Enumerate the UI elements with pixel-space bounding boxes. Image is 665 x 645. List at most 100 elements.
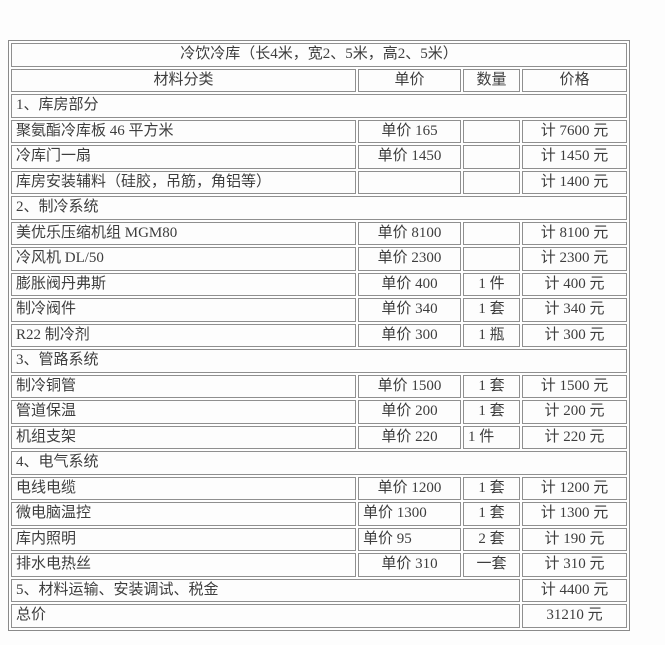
quantity-cell bbox=[463, 247, 520, 271]
quantity-cell: 1 瓶 bbox=[463, 323, 520, 347]
unit-price-cell bbox=[358, 170, 461, 194]
table-row: 3、管路系统 bbox=[11, 349, 628, 373]
table-row: 4、电气系统 bbox=[11, 451, 628, 475]
unit-price-cell: 单价 1450 bbox=[358, 145, 461, 169]
price-cell: 计 4400 元 bbox=[522, 578, 628, 602]
material-name-cell: 制冷阀件 bbox=[11, 298, 356, 322]
material-name-cell: 冷库门一扇 bbox=[11, 145, 356, 169]
table-row: 膨胀阀丹弗斯 单价 400 1 件计 400 元 bbox=[11, 272, 628, 296]
table-row: 5、材料运输、安装调试、税金计 4400 元 bbox=[11, 578, 628, 602]
unit-price-cell: 单价 165 bbox=[358, 119, 461, 143]
table-row: 聚氨酯冷库板 46 平方米 单价 165 计 7600 元 bbox=[11, 119, 628, 143]
cold-storage-quotation-table: 冷饮冷库（长4米，宽2、5米，高2、5米） 材料分类 单价 数量 价格 1、库房… bbox=[8, 40, 631, 631]
unit-price-cell: 单价 400 bbox=[358, 272, 461, 296]
table-row: 1、库房部分 bbox=[11, 94, 628, 118]
section-label: 4、电气系统 bbox=[11, 451, 628, 475]
unit-price-cell: 单价 300 bbox=[358, 323, 461, 347]
table-head: 冷饮冷库（长4米，宽2、5米，高2、5米） 材料分类 单价 数量 价格 bbox=[11, 43, 628, 92]
table-row: 电线电缆 单价 1200 1 套计 1200 元 bbox=[11, 476, 628, 500]
material-name-cell: 制冷铜管 bbox=[11, 374, 356, 398]
quantity-cell: 2 套 bbox=[463, 527, 520, 551]
material-name-cell: 电线电缆 bbox=[11, 476, 356, 500]
price-cell: 计 1300 元 bbox=[522, 502, 628, 526]
unit-price-cell: 单价 1500 bbox=[358, 374, 461, 398]
section-label: 3、管路系统 bbox=[11, 349, 628, 373]
material-name-cell: 库内照明 bbox=[11, 527, 356, 551]
quantity-cell bbox=[463, 170, 520, 194]
material-name-cell: 管道保温 bbox=[11, 400, 356, 424]
summary-label: 5、材料运输、安装调试、税金 bbox=[11, 578, 520, 602]
table-body: 1、库房部分 聚氨酯冷库板 46 平方米 单价 165 计 7600 元冷库门一扇单… bbox=[11, 94, 628, 628]
summary-label: 总价 bbox=[11, 604, 520, 628]
material-name-cell: 排水电热丝 bbox=[11, 553, 356, 577]
column-header-price: 价格 bbox=[522, 68, 628, 92]
material-name-cell: 冷风机 DL/50 bbox=[11, 247, 356, 271]
price-cell: 计 1400 元 bbox=[522, 170, 628, 194]
unit-price-cell: 单价 8100 bbox=[358, 221, 461, 245]
unit-price-cell: 单价 2300 bbox=[358, 247, 461, 271]
quantity-cell bbox=[463, 119, 520, 143]
price-cell: 计 400 元 bbox=[522, 272, 628, 296]
price-cell: 计 1450 元 bbox=[522, 145, 628, 169]
table-row: R22 制冷剂 单价 300 1 瓶计 300 元 bbox=[11, 323, 628, 347]
quantity-cell: 1 套 bbox=[463, 374, 520, 398]
price-cell: 计 340 元 bbox=[522, 298, 628, 322]
price-cell: 计 220 元 bbox=[522, 425, 628, 449]
unit-price-cell: 单价 200 bbox=[358, 400, 461, 424]
quantity-cell: 1 套 bbox=[463, 502, 520, 526]
table-row: 制冷阀件 单价 340 1 套计 340 元 bbox=[11, 298, 628, 322]
price-cell: 计 300 元 bbox=[522, 323, 628, 347]
quantity-cell: 1 件 bbox=[463, 425, 520, 449]
title-row: 冷饮冷库（长4米，宽2、5米，高2、5米） bbox=[11, 43, 628, 67]
material-name-cell: 膨胀阀丹弗斯 bbox=[11, 272, 356, 296]
header-row: 材料分类 单价 数量 价格 bbox=[11, 68, 628, 92]
material-name-cell: 机组支架 bbox=[11, 425, 356, 449]
table-row: 2、制冷系统 bbox=[11, 196, 628, 220]
quantity-cell: 1 套 bbox=[463, 476, 520, 500]
section-label: 1、库房部分 bbox=[11, 94, 628, 118]
price-cell: 计 2300 元 bbox=[522, 247, 628, 271]
table-row: 机组支架 单价 220 1 件计 220 元 bbox=[11, 425, 628, 449]
quantity-cell bbox=[463, 221, 520, 245]
quantity-cell: 1 套 bbox=[463, 298, 520, 322]
column-header-quantity: 数量 bbox=[463, 68, 520, 92]
table-row: 微电脑温控 单价 1300 1 套计 1300 元 bbox=[11, 502, 628, 526]
price-cell: 计 190 元 bbox=[522, 527, 628, 551]
quantity-cell: 一套 bbox=[463, 553, 520, 577]
table-row: 总价 31210 元 bbox=[11, 604, 628, 628]
table-row: 冷库门一扇 单价 1450 计 1450 元 bbox=[11, 145, 628, 169]
quantity-cell bbox=[463, 145, 520, 169]
price-cell: 计 8100 元 bbox=[522, 221, 628, 245]
price-cell: 计 7600 元 bbox=[522, 119, 628, 143]
table-row: 排水电热丝 单价 310 一套计 310 元 bbox=[11, 553, 628, 577]
material-name-cell: 微电脑温控 bbox=[11, 502, 356, 526]
unit-price-cell: 单价 95 bbox=[358, 527, 461, 551]
column-header-material: 材料分类 bbox=[11, 68, 356, 92]
material-name-cell: 聚氨酯冷库板 46 平方米 bbox=[11, 119, 356, 143]
price-cell: 计 1200 元 bbox=[522, 476, 628, 500]
price-cell: 31210 元 bbox=[522, 604, 628, 628]
material-name-cell: R22 制冷剂 bbox=[11, 323, 356, 347]
table-row: 管道保温 单价 200 1 套计 200 元 bbox=[11, 400, 628, 424]
column-header-unit-price: 单价 bbox=[358, 68, 461, 92]
table-row: 美优乐压缩机组 MGM80 单价 8100 计 8100 元 bbox=[11, 221, 628, 245]
unit-price-cell: 单价 220 bbox=[358, 425, 461, 449]
unit-price-cell: 单价 310 bbox=[358, 553, 461, 577]
unit-price-cell: 单价 1200 bbox=[358, 476, 461, 500]
price-cell: 计 200 元 bbox=[522, 400, 628, 424]
material-name-cell: 美优乐压缩机组 MGM80 bbox=[11, 221, 356, 245]
unit-price-cell: 单价 1300 bbox=[358, 502, 461, 526]
table-row: 库房安装辅料（硅胶，吊筋，角铝等） 计 1400 元 bbox=[11, 170, 628, 194]
quantity-cell: 1 套 bbox=[463, 400, 520, 424]
table-row: 冷风机 DL/50 单价 2300 计 2300 元 bbox=[11, 247, 628, 271]
section-label: 2、制冷系统 bbox=[11, 196, 628, 220]
price-cell: 计 310 元 bbox=[522, 553, 628, 577]
table-row: 制冷铜管 单价 1500 1 套计 1500 元 bbox=[11, 374, 628, 398]
unit-price-cell: 单价 340 bbox=[358, 298, 461, 322]
price-cell: 计 1500 元 bbox=[522, 374, 628, 398]
table-title: 冷饮冷库（长4米，宽2、5米，高2、5米） bbox=[11, 43, 628, 67]
material-name-cell: 库房安装辅料（硅胶，吊筋，角铝等） bbox=[11, 170, 356, 194]
table-row: 库内照明 单价 95 2 套计 190 元 bbox=[11, 527, 628, 551]
quantity-cell: 1 件 bbox=[463, 272, 520, 296]
